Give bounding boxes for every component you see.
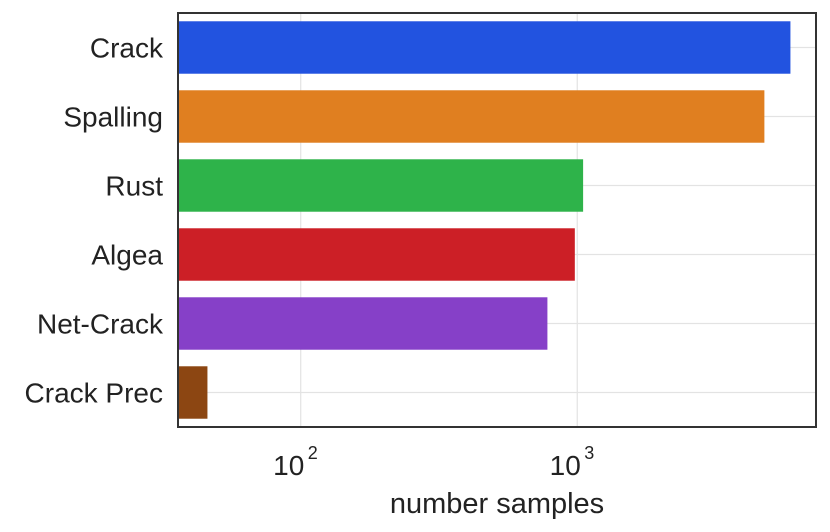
category-label: Rust bbox=[105, 171, 163, 202]
x-axis-title: number samples bbox=[390, 488, 604, 520]
bar-spalling bbox=[178, 90, 765, 143]
bar-crack-prec bbox=[178, 366, 208, 419]
bar-crack bbox=[178, 21, 791, 74]
category-label: Algea bbox=[91, 240, 163, 271]
bar-algea bbox=[178, 228, 575, 281]
category-label: Crack bbox=[90, 33, 164, 64]
category-label: Crack Prec bbox=[25, 378, 163, 409]
category-labels: Crack Spalling Rust Algea Net-Crack Crack Pre… bbox=[25, 33, 164, 409]
bars bbox=[178, 21, 791, 419]
x-tick-label: 10 bbox=[273, 450, 304, 481]
category-label: Spalling bbox=[63, 102, 163, 133]
x-tick-exponent: 2 bbox=[308, 443, 318, 463]
plot-frame bbox=[177, 12, 817, 428]
bar-rust bbox=[178, 159, 584, 212]
x-tick-labels: 10 2 10 3 bbox=[273, 443, 594, 481]
x-tick-exponent: 3 bbox=[584, 443, 594, 463]
grid-lines bbox=[178, 13, 816, 427]
bar-net-crack bbox=[178, 297, 548, 350]
category-label: Net-Crack bbox=[37, 309, 164, 340]
x-tick-label: 10 bbox=[550, 450, 581, 481]
